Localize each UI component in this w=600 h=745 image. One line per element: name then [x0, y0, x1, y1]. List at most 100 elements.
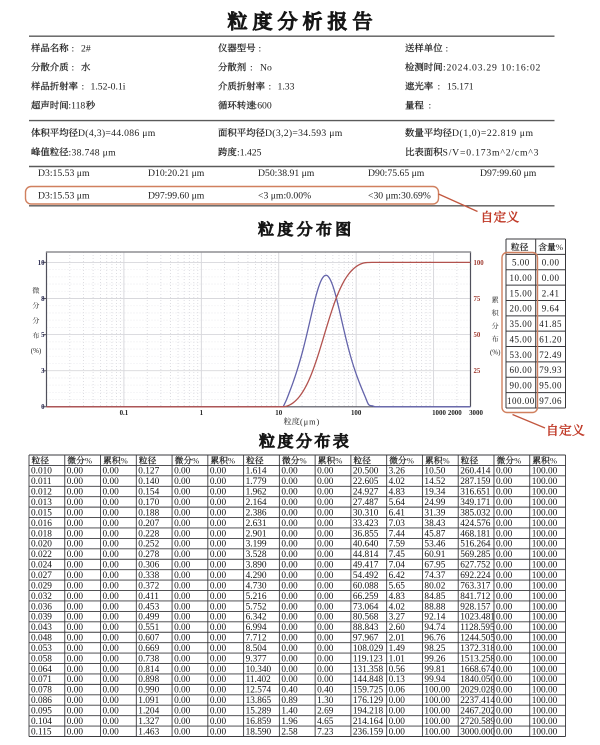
svg-text:100.00: 100.00 [532, 467, 558, 477]
svg-text:7.44: 7.44 [389, 529, 406, 539]
svg-text:22.605: 22.605 [353, 477, 379, 487]
svg-text:D(4,3)=44.086 μm: D(4,3)=44.086 μm [78, 128, 156, 139]
svg-text:0.00: 0.00 [496, 592, 513, 602]
svg-text:100.00: 100.00 [532, 675, 558, 685]
svg-text::2024.03.29 10:16:02: :2024.03.29 10:16:02 [443, 62, 541, 73]
svg-text:0.00: 0.00 [210, 634, 227, 644]
svg-text:0.00: 0.00 [317, 550, 334, 560]
svg-text:1.33: 1.33 [278, 82, 295, 93]
svg-text:6.42: 6.42 [389, 571, 406, 581]
svg-text:0.00: 0.00 [317, 498, 334, 508]
svg-text:12.574: 12.574 [246, 686, 272, 696]
svg-text:0.00: 0.00 [317, 508, 334, 518]
svg-text::600: :600 [255, 101, 272, 112]
svg-text:0.00: 0.00 [67, 550, 84, 560]
svg-text:0.00: 0.00 [67, 644, 84, 654]
svg-text:1840.050: 1840.050 [460, 675, 495, 685]
svg-text:0.00: 0.00 [281, 467, 298, 477]
svg-text:4.02: 4.02 [389, 477, 406, 487]
svg-text:1.96: 1.96 [281, 717, 298, 727]
svg-text::: : [269, 82, 272, 93]
svg-text:627.752: 627.752 [460, 561, 491, 571]
svg-text:2.58: 2.58 [281, 727, 298, 737]
svg-text:0.00: 0.00 [281, 644, 298, 654]
svg-text:41.85: 41.85 [539, 319, 562, 329]
svg-text:2.41: 2.41 [542, 288, 560, 298]
svg-text:0.00: 0.00 [210, 571, 227, 581]
svg-text:0.00: 0.00 [281, 675, 298, 685]
svg-text:0.00: 0.00 [174, 477, 191, 487]
svg-text:1.204: 1.204 [138, 707, 159, 717]
svg-text:40.640: 40.640 [353, 540, 379, 550]
svg-text:0.00: 0.00 [103, 571, 120, 581]
svg-text:385.032: 385.032 [460, 508, 491, 518]
svg-text:(%): (%) [31, 347, 42, 355]
svg-text:0.00: 0.00 [496, 519, 513, 529]
svg-text:0.00: 0.00 [496, 477, 513, 487]
svg-text:15.289: 15.289 [246, 707, 272, 717]
svg-text:4.83: 4.83 [389, 592, 406, 602]
svg-text:0.00: 0.00 [210, 498, 227, 508]
svg-text:D(3,2)=34.593 μm: D(3,2)=34.593 μm [265, 128, 343, 139]
svg-text:0.00: 0.00 [103, 467, 120, 477]
svg-text:0.00: 0.00 [317, 602, 334, 612]
svg-text:0.00: 0.00 [389, 727, 406, 737]
svg-text:53.00: 53.00 [509, 350, 532, 360]
svg-text:D97:99.60 μm: D97:99.60 μm [148, 190, 205, 201]
svg-text:0.015: 0.015 [31, 508, 52, 518]
svg-text:569.285: 569.285 [460, 550, 491, 560]
svg-text:0.039: 0.039 [31, 613, 52, 623]
svg-text:100.00: 100.00 [532, 623, 558, 633]
svg-text:0.00: 0.00 [496, 529, 513, 539]
svg-text:0.170: 0.170 [138, 498, 159, 508]
svg-text:468.181: 468.181 [460, 529, 491, 539]
svg-text:0.00: 0.00 [281, 665, 298, 675]
svg-text:1372.318: 1372.318 [460, 644, 495, 654]
svg-text:0.016: 0.016 [31, 519, 52, 529]
svg-text:0.228: 0.228 [138, 529, 159, 539]
svg-text:0.00: 0.00 [174, 519, 191, 529]
svg-text:99.94: 99.94 [424, 675, 445, 685]
svg-text:0.00: 0.00 [496, 602, 513, 612]
svg-text:0.40: 0.40 [281, 686, 298, 696]
svg-text:1668.674: 1668.674 [460, 665, 495, 675]
svg-text:119.123: 119.123 [353, 654, 383, 664]
svg-text:66.259: 66.259 [353, 592, 379, 602]
svg-text:1023.481: 1023.481 [460, 613, 495, 623]
svg-text:0.00: 0.00 [281, 613, 298, 623]
svg-text:100.00: 100.00 [532, 717, 558, 727]
svg-text:3.26: 3.26 [389, 467, 406, 477]
svg-text:0.00: 0.00 [103, 675, 120, 685]
svg-text:5.216: 5.216 [246, 592, 267, 602]
svg-text::1.425: :1.425 [237, 147, 262, 158]
svg-text:131.358: 131.358 [353, 665, 384, 675]
svg-text:0.00: 0.00 [496, 686, 513, 696]
svg-text:0.00: 0.00 [67, 696, 84, 706]
svg-text:100.00: 100.00 [532, 529, 558, 539]
svg-text:0.00: 0.00 [496, 613, 513, 623]
svg-text:159.725: 159.725 [353, 686, 384, 696]
svg-text:%: % [299, 456, 306, 466]
svg-text:2237.414: 2237.414 [460, 696, 495, 706]
svg-text:%: % [443, 456, 450, 466]
svg-text:8.504: 8.504 [246, 644, 267, 654]
svg-text:0.018: 0.018 [31, 529, 52, 539]
svg-text:0.00: 0.00 [103, 696, 120, 706]
svg-text:0.00: 0.00 [174, 508, 191, 518]
svg-text:100.00: 100.00 [532, 634, 558, 644]
svg-text:100.00: 100.00 [507, 396, 535, 406]
svg-text:0.00: 0.00 [67, 519, 84, 529]
svg-text:0.00: 0.00 [317, 581, 334, 591]
svg-text:0.372: 0.372 [138, 581, 159, 591]
svg-text:0.00: 0.00 [103, 727, 120, 737]
svg-text:0.551: 0.551 [138, 623, 159, 633]
svg-text:0.00: 0.00 [210, 727, 227, 737]
svg-text:0.00: 0.00 [496, 561, 513, 571]
svg-text:0.00: 0.00 [317, 675, 334, 685]
svg-text:25: 25 [474, 368, 481, 375]
svg-text:35.00: 35.00 [509, 319, 532, 329]
svg-text:0.00: 0.00 [103, 581, 120, 591]
svg-text:0.00: 0.00 [496, 508, 513, 518]
svg-text:0.00: 0.00 [103, 488, 120, 498]
svg-text:0.00: 0.00 [281, 498, 298, 508]
